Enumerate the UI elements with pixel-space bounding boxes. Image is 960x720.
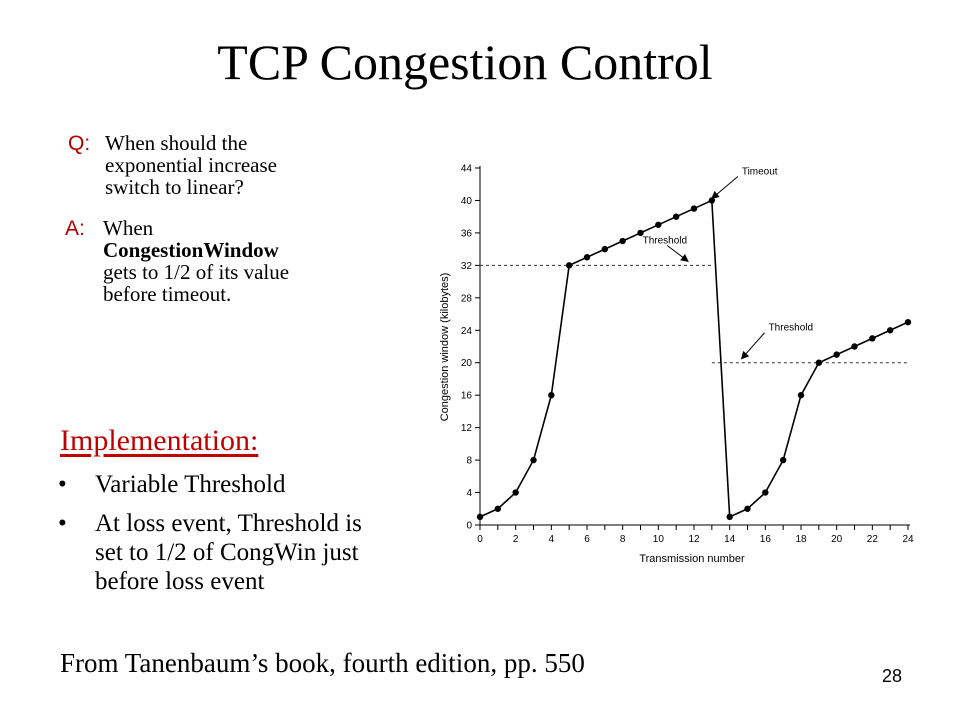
- data-point: [779, 456, 787, 464]
- y-tick-label: 44: [461, 164, 473, 175]
- data-point: [619, 237, 626, 245]
- annotation-label: Threshold: [769, 323, 813, 334]
- data-point: [637, 229, 644, 237]
- data-point: [690, 205, 698, 212]
- x-tick-label: 10: [653, 534, 665, 545]
- answer-tag: A:: [65, 217, 85, 240]
- y-tick-label: 28: [461, 293, 473, 304]
- bullet-list: Variable Threshold At loss event, Thresh…: [58, 470, 448, 606]
- data-point: [833, 351, 840, 358]
- bullet-item: At loss event, Threshold is set to 1/2 o…: [58, 509, 448, 596]
- data-point: [476, 513, 484, 521]
- threshold-lines: [480, 264, 908, 364]
- y-tick-label: 24: [461, 326, 473, 337]
- answer-block: A: When CongestionWindow gets to 1/2 of …: [65, 217, 289, 305]
- data-point: [904, 318, 912, 326]
- x-tick-label: 0: [477, 534, 483, 545]
- annotation-arrow: [666, 244, 689, 262]
- data-point: [655, 221, 662, 228]
- question-line: exponential increase: [105, 153, 277, 177]
- question-tag: Q:: [68, 132, 91, 155]
- bullet-line: At loss event, Threshold is: [95, 510, 362, 537]
- data-point: [672, 213, 680, 220]
- answer-line: gets to 1/2 of its value: [103, 260, 290, 284]
- x-tick-label: 24: [902, 534, 914, 545]
- bullet-line: before loss event: [95, 568, 265, 595]
- question-block: Q: When should the exponential increase …: [68, 132, 277, 198]
- x-tick-label: 2: [513, 534, 519, 545]
- annotation-arrow: [711, 176, 739, 200]
- data-point: [886, 327, 894, 334]
- question-line: When should the: [105, 131, 248, 155]
- data-point: [530, 456, 537, 464]
- data-point: [548, 391, 555, 399]
- y-tick-label: 4: [466, 488, 472, 499]
- y-tick-label: 32: [461, 261, 473, 272]
- data-point: [494, 505, 502, 512]
- y-tick-label: 0: [466, 521, 472, 532]
- x-tick-label: 4: [549, 534, 555, 545]
- data-point: [601, 245, 609, 253]
- slide-title: TCP Congestion Control: [217, 34, 713, 90]
- x-tick-label: 14: [724, 534, 736, 545]
- x-tick-label: 8: [620, 534, 626, 545]
- data-point: [851, 343, 858, 350]
- chart-series: [476, 197, 912, 521]
- source-citation: From Tanenbaum’s book, fourth edition, p…: [60, 648, 585, 678]
- x-tick-label: 18: [795, 534, 807, 545]
- series-line: [479, 199, 909, 519]
- answer-line: before timeout.: [103, 282, 232, 306]
- data-point: [512, 489, 519, 496]
- data-point: [726, 513, 733, 521]
- annotation-label: Timeout: [742, 166, 778, 177]
- data-point: [565, 262, 573, 269]
- bullet-item: Variable Threshold: [58, 470, 448, 499]
- x-tick-label: 20: [831, 534, 843, 545]
- implementation-heading: Implementation:: [60, 424, 259, 457]
- answer-line-bold: CongestionWindow: [103, 238, 279, 262]
- question-line: switch to linear?: [105, 175, 244, 199]
- data-point: [869, 335, 876, 342]
- bullet-line: set to 1/2 of CongWin just: [95, 539, 359, 566]
- y-axis-label: Congestion window (kilobytes): [439, 273, 451, 422]
- x-axis-label: Transmission number: [639, 553, 745, 565]
- page-number: 28: [882, 666, 903, 686]
- x-tick-label: 16: [760, 534, 772, 545]
- annotation-label: Threshold: [643, 235, 687, 246]
- y-tick-label: 16: [461, 391, 473, 402]
- annotation-arrow: [740, 332, 765, 360]
- x-tick-label: 6: [584, 534, 590, 545]
- y-tick-label: 40: [461, 196, 473, 207]
- y-tick-label: 20: [461, 358, 473, 369]
- answer-line: When: [103, 216, 154, 240]
- chart-annotations: Timeout Threshold Threshold: [643, 166, 813, 360]
- y-tick-label: 36: [461, 228, 473, 239]
- data-point: [797, 391, 805, 399]
- bullet-line: Variable Threshold: [95, 471, 286, 498]
- x-tick-label: 12: [688, 534, 700, 545]
- data-point: [744, 505, 751, 512]
- y-tick-label: 8: [466, 456, 472, 467]
- y-tick-label: 12: [461, 423, 473, 434]
- data-point: [762, 489, 769, 496]
- data-point: [815, 359, 823, 366]
- data-point: [583, 254, 591, 261]
- x-tick-label: 22: [867, 534, 879, 545]
